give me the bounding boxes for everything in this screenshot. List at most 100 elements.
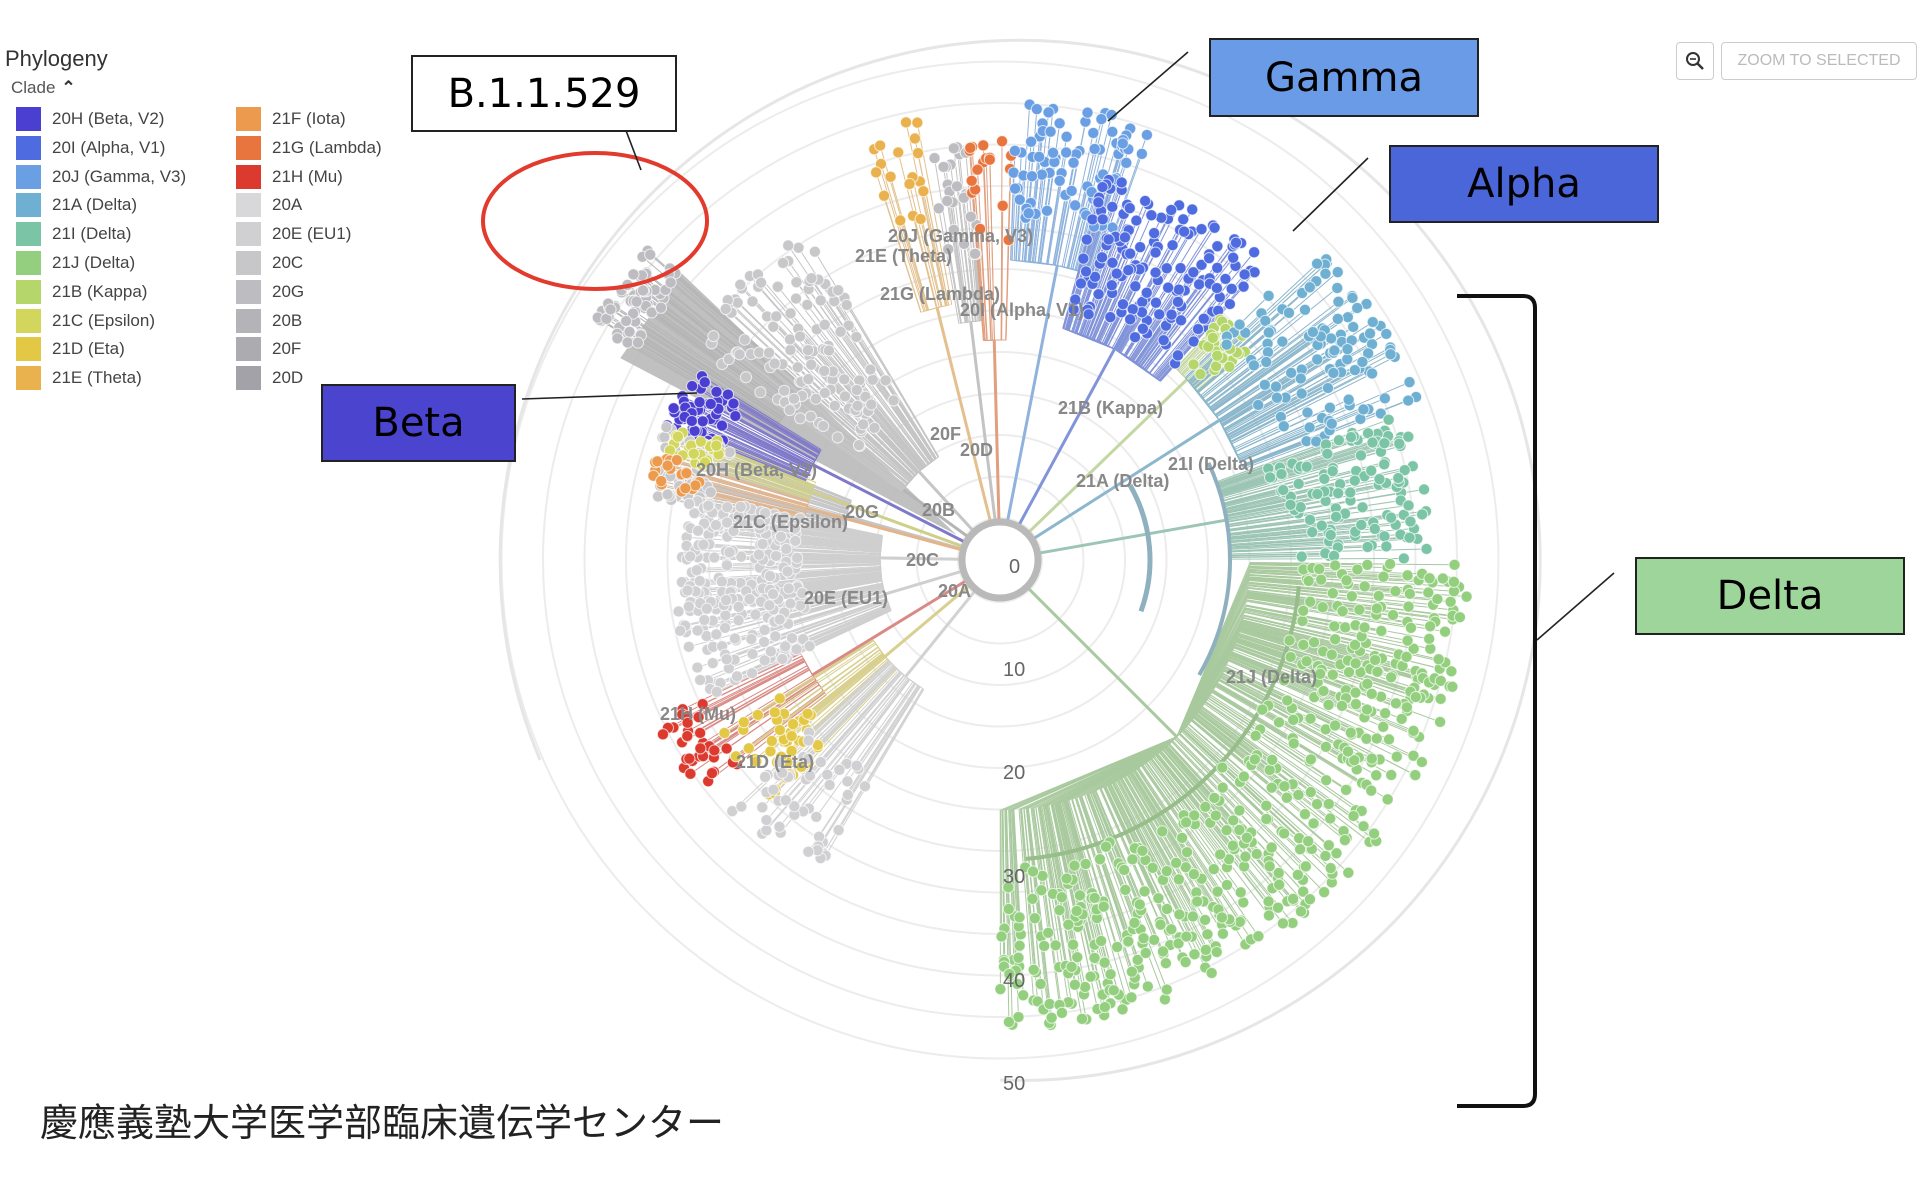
branch	[1107, 785, 1139, 849]
tip-node	[680, 467, 693, 480]
tip-node	[1194, 368, 1207, 381]
branch	[1178, 733, 1267, 820]
tip-node	[1092, 196, 1105, 209]
tip-node	[1120, 156, 1133, 169]
tip-node	[758, 770, 772, 784]
tip-node	[696, 415, 709, 428]
tip-node	[1227, 814, 1240, 827]
branch	[1223, 489, 1284, 506]
tip-node	[1079, 265, 1093, 278]
branch	[1182, 730, 1223, 768]
tip-node	[1404, 515, 1417, 528]
branch	[846, 686, 920, 800]
branch	[759, 523, 882, 543]
branch	[722, 439, 808, 478]
tip-node	[1187, 266, 1200, 279]
tip-node	[1298, 303, 1312, 316]
tip-node	[1123, 202, 1136, 215]
tip-node	[1053, 174, 1066, 187]
tip-node	[790, 643, 803, 656]
tip-node	[1060, 130, 1073, 143]
tip-node	[1138, 885, 1151, 898]
tip-node	[1294, 372, 1307, 385]
branch	[1225, 493, 1318, 514]
branch	[905, 471, 920, 487]
branch	[1050, 804, 1068, 879]
tip-node	[1229, 236, 1243, 249]
tip-node	[1082, 308, 1095, 321]
tip-node	[1206, 331, 1220, 344]
tip-node	[720, 594, 733, 607]
tip-node	[784, 597, 797, 610]
tip-node	[838, 390, 852, 403]
tip-node	[1262, 289, 1275, 302]
tip-node	[1106, 125, 1119, 138]
tip-node	[698, 376, 711, 389]
tip-node	[1026, 892, 1039, 905]
tip-node	[1398, 464, 1411, 477]
tip-node	[803, 640, 816, 653]
tip-node	[1025, 170, 1039, 183]
branch	[974, 253, 981, 321]
tip-node	[1008, 182, 1022, 195]
tip-node	[786, 717, 800, 731]
branch	[1070, 212, 1086, 269]
tip-node	[697, 538, 710, 551]
branch	[640, 334, 780, 423]
tip-node	[1227, 251, 1240, 264]
tip-node	[1321, 381, 1335, 395]
branch	[985, 158, 993, 341]
branch	[691, 420, 809, 475]
clade-stem	[1006, 265, 1059, 522]
branch	[693, 453, 812, 495]
tip-node	[832, 284, 845, 297]
branch	[1229, 555, 1335, 558]
branch	[1137, 768, 1252, 940]
tip-node	[727, 524, 740, 538]
tip-node	[660, 420, 673, 434]
tip-node	[752, 548, 765, 561]
branch	[1086, 794, 1107, 847]
tip-node	[682, 600, 695, 613]
tip-node	[1065, 184, 1078, 197]
tip-node	[1149, 266, 1162, 279]
tip-node	[728, 632, 742, 645]
tip-node	[687, 447, 700, 460]
branch	[1246, 600, 1304, 612]
tip-node	[734, 278, 747, 291]
branch	[974, 189, 986, 341]
tip-node	[1069, 293, 1082, 306]
tip-node	[1088, 270, 1102, 283]
branch	[1186, 725, 1245, 777]
clade-stem	[917, 470, 975, 532]
tip-node	[739, 371, 753, 384]
branch	[1176, 660, 1230, 738]
tip-node	[743, 593, 756, 606]
branch	[790, 583, 883, 605]
branch	[946, 200, 966, 323]
branch	[616, 333, 777, 429]
tip-node	[718, 726, 731, 740]
tip-node	[1148, 227, 1161, 240]
tip-node	[658, 431, 671, 444]
branch	[1151, 758, 1230, 860]
branch	[1092, 791, 1125, 871]
tip-node	[823, 778, 836, 792]
branch	[1138, 767, 1242, 921]
tip-node	[1080, 233, 1093, 246]
tip-node	[751, 708, 764, 722]
branch	[1086, 237, 1126, 337]
branch	[614, 305, 784, 418]
tip-node	[776, 256, 790, 270]
tip-node	[1126, 853, 1139, 866]
branch	[1222, 470, 1333, 502]
tip-node	[1079, 857, 1092, 871]
branch	[838, 678, 910, 771]
tip-node	[1392, 471, 1405, 485]
branch	[1215, 685, 1280, 723]
tip-node	[887, 394, 900, 407]
branch	[1228, 521, 1374, 538]
tip-node	[720, 516, 734, 529]
branch	[1246, 600, 1412, 629]
tip-node	[1347, 320, 1360, 334]
